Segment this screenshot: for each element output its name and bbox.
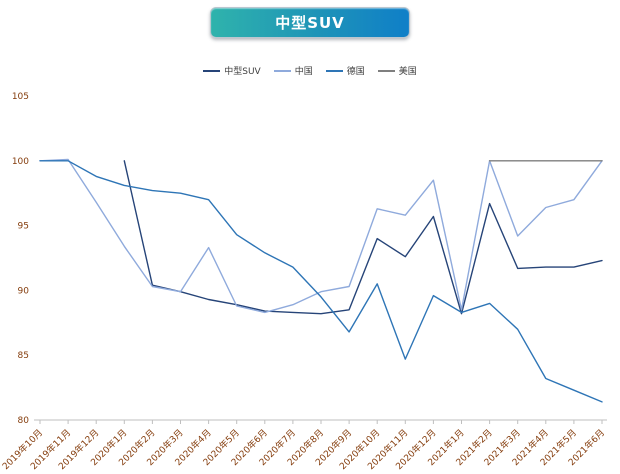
series-line-中型SUV xyxy=(123,160,603,315)
chart-title-banner: 中型SUV xyxy=(210,7,410,38)
chart-title: 中型SUV xyxy=(275,14,345,32)
legend: 中型SUV 中国 德国 美国 xyxy=(0,64,620,77)
legend-item-3: 美国 xyxy=(377,64,417,77)
legend-swatch-icon xyxy=(203,69,221,72)
y-axis-label: 85 xyxy=(18,351,29,361)
y-axis-label: 90 xyxy=(18,286,30,296)
legend-swatch-icon xyxy=(325,69,343,72)
legend-swatch-icon xyxy=(273,69,291,72)
legend-item-0: 中型SUV xyxy=(203,64,261,77)
series-line-德国 xyxy=(39,160,603,403)
legend-swatch-icon xyxy=(377,69,395,72)
legend-item-2: 德国 xyxy=(325,64,365,77)
series-line-中国 xyxy=(39,158,603,314)
y-axis-label: 100 xyxy=(12,157,29,167)
legend-label: 中型SUV xyxy=(224,67,261,77)
y-axis-label: 95 xyxy=(18,222,29,232)
legend-label: 德国 xyxy=(346,67,365,77)
y-axis-label: 80 xyxy=(18,416,30,426)
legend-label: 美国 xyxy=(398,67,417,77)
legend-item-1: 中国 xyxy=(273,64,313,77)
y-axis-label: 105 xyxy=(12,92,29,102)
legend-label: 中国 xyxy=(294,67,313,77)
